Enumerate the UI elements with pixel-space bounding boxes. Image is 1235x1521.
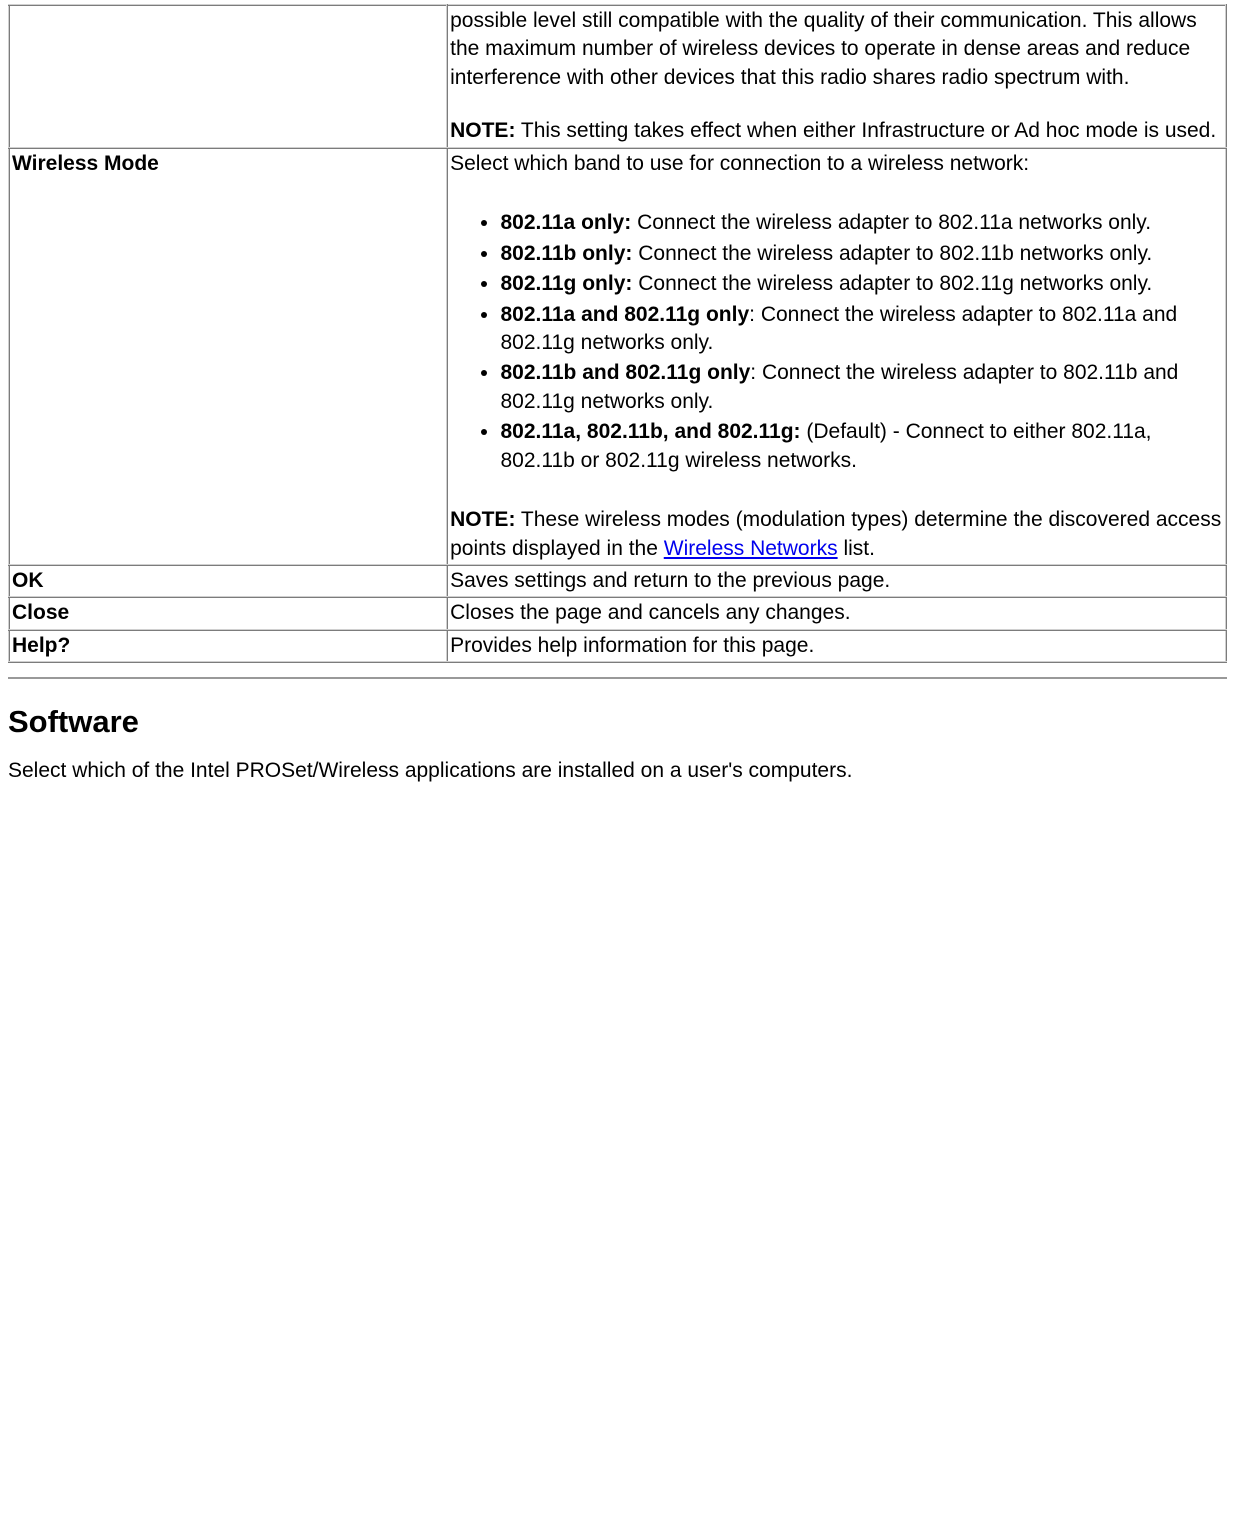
option-name: 802.11b and 802.11g only: [500, 361, 750, 384]
option-desc: Connect the wireless adapter to 802.11b …: [632, 242, 1152, 265]
note-text: This setting takes effect when either In…: [515, 119, 1216, 142]
description-text: possible level still compatible with the…: [450, 7, 1223, 92]
option-name: 802.11a and 802.11g only: [500, 303, 749, 326]
list-item: 802.11a and 802.11g only: Connect the wi…: [500, 301, 1223, 358]
note-label: NOTE:: [450, 508, 515, 531]
intro-text: Select which band to use for connection …: [450, 150, 1223, 178]
row-label: OK: [9, 565, 447, 597]
row-description: possible level still compatible with the…: [447, 5, 1226, 148]
note-line: NOTE: These wireless modes (modulation t…: [450, 506, 1223, 563]
row-description: Provides help information for this page.: [447, 630, 1226, 662]
row-description: Closes the page and cancels any changes.: [447, 597, 1226, 629]
option-name: 802.11a, 802.11b, and 802.11g:: [500, 420, 800, 443]
section-heading: Software: [8, 701, 1227, 743]
row-description: Saves settings and return to the previou…: [447, 565, 1226, 597]
note-text-after: list.: [838, 537, 875, 560]
row-label: Wireless Mode: [9, 148, 447, 566]
table-row: Close Closes the page and cancels any ch…: [9, 597, 1226, 629]
note-label: NOTE:: [450, 119, 515, 142]
list-item: 802.11b only: Connect the wireless adapt…: [500, 240, 1223, 268]
row-label: [9, 5, 447, 148]
wireless-networks-link[interactable]: Wireless Networks: [664, 537, 838, 560]
row-label: Close: [9, 597, 447, 629]
table-row: Help? Provides help information for this…: [9, 630, 1226, 662]
table-row: Wireless Mode Select which band to use f…: [9, 148, 1226, 566]
row-label: Help?: [9, 630, 447, 662]
note-line: NOTE: This setting takes effect when eit…: [450, 117, 1223, 145]
row-description: Select which band to use for connection …: [447, 148, 1226, 566]
option-name: 802.11a only:: [500, 211, 631, 234]
options-list: 802.11a only: Connect the wireless adapt…: [475, 209, 1223, 475]
list-item: 802.11b and 802.11g only: Connect the wi…: [500, 359, 1223, 416]
option-name: 802.11g only:: [500, 272, 632, 295]
option-name: 802.11b only:: [500, 242, 632, 265]
option-desc: Connect the wireless adapter to 802.11a …: [631, 211, 1151, 234]
list-item: 802.11g only: Connect the wireless adapt…: [500, 270, 1223, 298]
option-desc: Connect the wireless adapter to 802.11g …: [632, 272, 1152, 295]
divider: [8, 677, 1227, 679]
table-row: OK Saves settings and return to the prev…: [9, 565, 1226, 597]
section-paragraph: Select which of the Intel PROSet/Wireles…: [8, 757, 1227, 785]
list-item: 802.11a, 802.11b, and 802.11g: (Default)…: [500, 418, 1223, 475]
list-item: 802.11a only: Connect the wireless adapt…: [500, 209, 1223, 237]
settings-table: possible level still compatible with the…: [8, 4, 1227, 663]
table-row: possible level still compatible with the…: [9, 5, 1226, 148]
